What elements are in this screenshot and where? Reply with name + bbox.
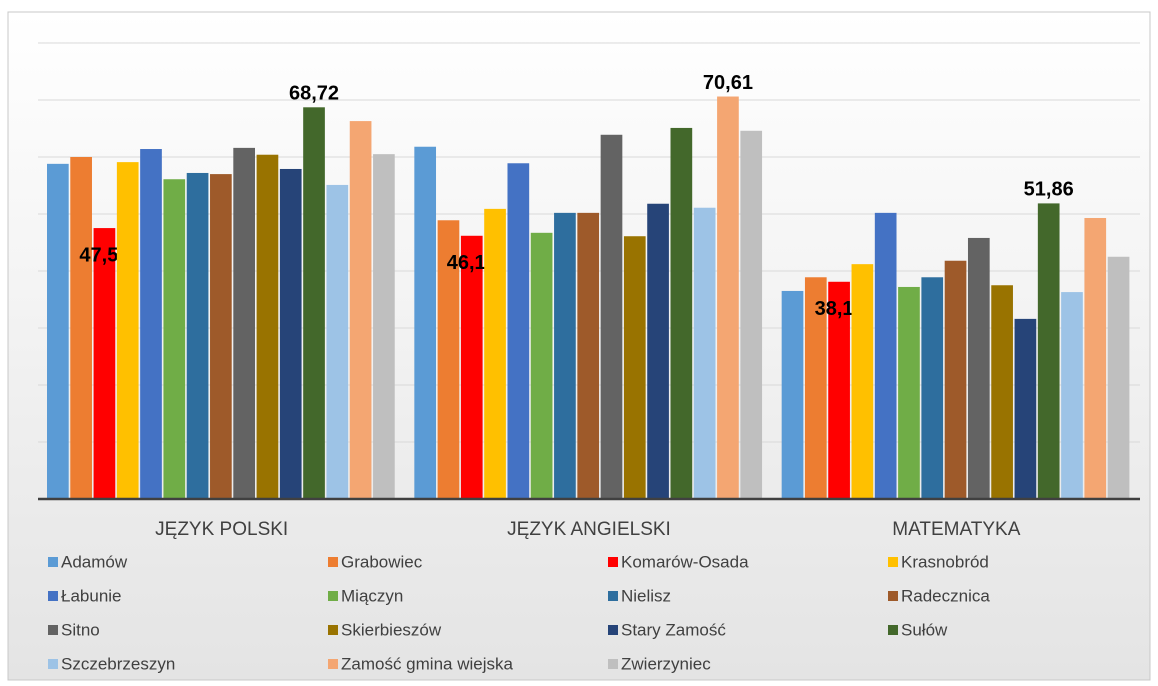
legend-swatch xyxy=(608,659,618,669)
bar xyxy=(944,260,967,499)
legend-swatch xyxy=(608,625,618,635)
legend-swatch xyxy=(48,557,58,567)
legend-label: Krasnobród xyxy=(901,552,989,571)
bar xyxy=(1107,256,1130,499)
data-label: 38,11 xyxy=(815,298,864,320)
legend-swatch xyxy=(328,557,338,567)
bar xyxy=(326,184,349,499)
bar xyxy=(70,157,92,499)
legend-swatch xyxy=(328,591,338,601)
bar xyxy=(991,285,1013,499)
legend-swatch xyxy=(888,557,898,567)
bar xyxy=(303,107,325,500)
legend-label: Grabowiec xyxy=(341,552,423,571)
bar xyxy=(967,237,990,499)
legend-swatch xyxy=(48,625,58,635)
bar xyxy=(600,134,623,499)
legend-swatch xyxy=(48,591,58,601)
bar xyxy=(623,236,646,500)
bar xyxy=(414,146,437,500)
bar xyxy=(647,203,669,500)
bar xyxy=(256,154,279,499)
x-tick-label: JĘZYK POLSKI xyxy=(155,519,288,540)
legend-label: Adamów xyxy=(61,552,128,571)
legend-swatch xyxy=(608,591,618,601)
legend-swatch xyxy=(328,659,338,669)
legend-swatch xyxy=(888,591,898,601)
bar xyxy=(851,264,874,499)
bar xyxy=(163,179,186,500)
bar xyxy=(874,212,897,500)
legend-label: Stary Zamość xyxy=(621,620,726,639)
bar xyxy=(898,286,920,499)
legend-swatch xyxy=(608,557,618,567)
bar xyxy=(1061,292,1083,499)
x-tick-label: JĘZYK ANGIELSKI xyxy=(507,519,671,540)
bar xyxy=(740,130,763,499)
legend-label: Łabunie xyxy=(61,586,122,605)
bar xyxy=(186,172,209,499)
legend-label: Szczebrzeszyn xyxy=(61,654,175,673)
bar xyxy=(93,228,116,500)
bar xyxy=(921,277,944,499)
bar xyxy=(47,163,69,499)
data-label: 51,86 xyxy=(1024,179,1074,201)
legend-label: Skierbieszów xyxy=(341,620,442,639)
bar xyxy=(530,232,553,499)
bar xyxy=(233,147,255,499)
legend-label: Miączyn xyxy=(341,586,403,605)
legend-label: Nielisz xyxy=(621,586,671,605)
bar xyxy=(507,163,530,499)
bar xyxy=(210,174,232,499)
legend-label: Komarów-Osada xyxy=(621,552,749,571)
bar xyxy=(804,277,827,499)
bar xyxy=(1014,318,1037,499)
bar xyxy=(828,281,850,499)
legend-label: Sułów xyxy=(901,620,948,639)
bar xyxy=(554,212,576,500)
data-label: 68,72 xyxy=(289,83,339,105)
legend-label: Radecznica xyxy=(901,586,990,605)
bar xyxy=(781,290,804,499)
legend-swatch xyxy=(888,625,898,635)
legend-label: Zamość gmina wiejska xyxy=(341,654,513,673)
bar xyxy=(140,149,162,499)
legend-label: Zwierzyniec xyxy=(621,654,711,673)
data-label: 70,61 xyxy=(703,72,753,94)
legend-swatch xyxy=(328,625,338,635)
bar xyxy=(1084,217,1107,500)
bar xyxy=(693,207,716,500)
bar xyxy=(577,212,600,500)
legend-label: Sitno xyxy=(61,620,100,639)
x-tick-label: MATEMATYKA xyxy=(892,519,1020,540)
bar xyxy=(484,208,506,499)
bar xyxy=(349,121,372,499)
bar xyxy=(116,162,139,499)
bar xyxy=(373,154,395,499)
bar xyxy=(279,168,302,499)
bar xyxy=(717,96,739,499)
bar xyxy=(670,127,693,500)
legend-swatch xyxy=(48,659,58,669)
bar xyxy=(437,220,460,499)
bar xyxy=(460,235,483,500)
bar xyxy=(1037,203,1060,499)
